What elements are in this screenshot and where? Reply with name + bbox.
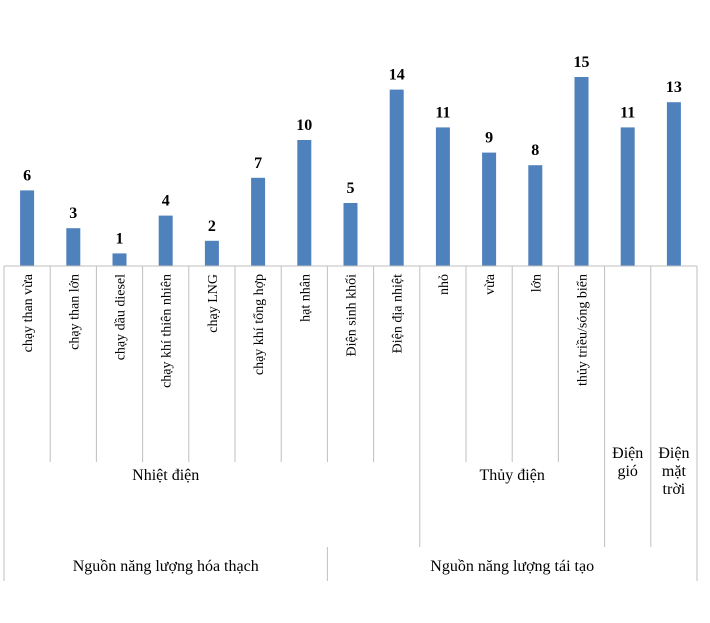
- bar: [20, 190, 35, 266]
- bar: [112, 253, 127, 266]
- bar: [204, 240, 219, 266]
- group-label: Điện: [658, 445, 689, 462]
- bar: [574, 77, 589, 266]
- group-label: mặt: [662, 463, 687, 480]
- value-label: 1: [116, 230, 124, 247]
- group-label: gió: [617, 463, 637, 480]
- value-label: 9: [485, 130, 493, 147]
- category-label: chạy khí thiên nhiên: [160, 274, 175, 388]
- category-label: chạy dầu diesel: [114, 274, 129, 360]
- value-label: 10: [296, 117, 312, 134]
- axis-grid-layer: [3, 265, 698, 581]
- bar: [435, 127, 450, 267]
- value-label: 11: [620, 104, 635, 121]
- value-label: 13: [666, 79, 682, 96]
- value-label: 2: [208, 218, 216, 235]
- supergroup-label: Nguồn năng lượng tái tạo: [430, 558, 594, 575]
- bar: [666, 102, 681, 266]
- category-label: hạt nhân: [298, 274, 313, 322]
- value-label: 5: [347, 180, 355, 197]
- bar: [251, 177, 266, 266]
- category-label: nhỏ: [437, 274, 452, 295]
- value-label: 14: [389, 67, 405, 84]
- value-label: 3: [69, 205, 77, 222]
- bar: [389, 89, 404, 266]
- category-label: Điện sinh khối: [345, 274, 360, 357]
- value-label: 7: [254, 155, 262, 172]
- category-label: chạy khí tổng hợp: [252, 274, 267, 375]
- bar: [343, 203, 358, 266]
- value-label: 15: [574, 54, 590, 71]
- value-label: 6: [23, 167, 31, 184]
- category-label: thủy triều/sóng biển: [576, 274, 591, 386]
- bar: [528, 165, 543, 266]
- category-label: Điện địa nhiệt: [391, 274, 406, 353]
- bar: [66, 228, 81, 266]
- labels-layer: 6 chạy than vừa 3 chạy than lớn 1 chạy dầu di…: [21, 54, 689, 575]
- group-label: Nhiệt điện: [132, 467, 199, 484]
- group-label: Thủy điện: [480, 467, 545, 484]
- category-label: chạy than vừa: [21, 273, 36, 352]
- value-label: 11: [435, 104, 450, 121]
- bar: [482, 152, 497, 266]
- bar: [297, 140, 312, 266]
- supergroup-label: Nguồn năng lượng hóa thạch: [73, 558, 259, 575]
- group-label: Điện: [612, 445, 643, 462]
- category-label: vừa: [483, 273, 498, 295]
- bar: [620, 127, 635, 267]
- category-label: lớn: [529, 274, 544, 292]
- value-label: 8: [531, 142, 539, 159]
- category-label: chạy than lớn: [67, 274, 82, 350]
- group-label: trời: [663, 481, 686, 498]
- category-label: chạy LNG: [206, 274, 221, 333]
- value-label: 4: [162, 193, 170, 210]
- bar: [158, 215, 173, 266]
- bars-layer: [20, 77, 681, 267]
